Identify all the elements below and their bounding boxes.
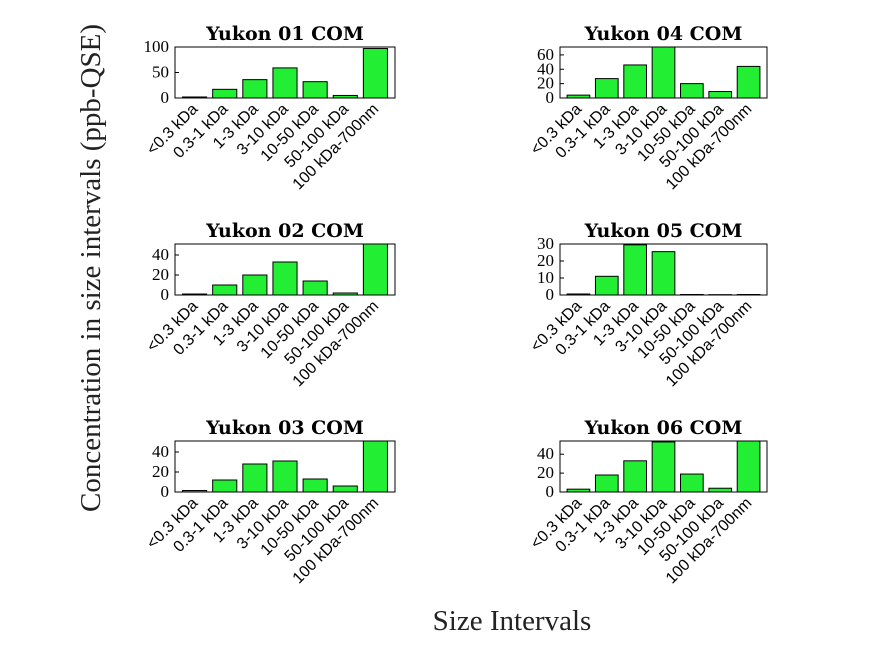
bar: [242, 274, 268, 296]
bar: [212, 284, 238, 296]
y-tick-label: 40: [152, 442, 169, 461]
y-tick-label: 50: [152, 63, 169, 82]
chart-title: Yukon 06 COM: [584, 417, 743, 439]
bar: [651, 251, 676, 296]
bar: [362, 440, 388, 493]
bar: [594, 474, 619, 493]
bar: [302, 478, 328, 493]
y-tick-label: 10: [537, 268, 554, 287]
bar: [302, 280, 328, 296]
bar: [623, 244, 647, 296]
figure-xlabel: Size Intervals: [433, 605, 592, 637]
axes-box: [559, 243, 768, 296]
bar: [680, 473, 704, 493]
bar: [212, 88, 238, 99]
chart-title: Yukon 01 COM: [205, 23, 364, 45]
axes-box: [174, 440, 396, 493]
y-tick-label: 100: [144, 37, 170, 56]
y-tick-label: 0: [161, 482, 170, 501]
bar: [651, 46, 676, 99]
bar: [736, 440, 761, 493]
bar: [362, 48, 388, 99]
y-tick-label: 40: [537, 59, 554, 78]
y-tick-label: 20: [152, 265, 169, 284]
bar: [272, 261, 298, 296]
axes-box: [174, 46, 396, 99]
y-tick-label: 40: [152, 245, 169, 264]
y-tick-label: 20: [537, 74, 554, 93]
y-tick-label: 20: [537, 251, 554, 270]
bar: [708, 487, 733, 493]
chart-title: Yukon 03 COM: [205, 417, 364, 439]
bar: [362, 243, 388, 296]
y-tick-label: 0: [546, 285, 555, 304]
y-tick-label: 0: [546, 482, 555, 501]
bar: [651, 441, 676, 493]
bar: [242, 79, 268, 99]
bar: [594, 275, 619, 296]
axes-box: [174, 243, 396, 296]
bar: [680, 83, 704, 99]
bar: [302, 81, 328, 99]
bar: [212, 479, 238, 493]
bar: [272, 460, 298, 493]
y-tick-label: 60: [537, 45, 554, 64]
chart-title: Yukon 02 COM: [205, 220, 364, 242]
bar: [242, 463, 268, 493]
y-tick-label: 20: [152, 462, 169, 481]
y-tick-label: 0: [161, 88, 170, 107]
y-tick-label: 0: [161, 285, 170, 304]
bar: [708, 91, 733, 99]
axes-box: [559, 440, 768, 493]
bar: [623, 460, 647, 493]
chart-title: Yukon 05 COM: [584, 220, 743, 242]
bar: [623, 64, 647, 99]
bar: [332, 485, 358, 493]
figure-ylabel: Concentration in size intervals (ppb-QSE…: [75, 24, 107, 512]
bar: [736, 65, 761, 99]
bar: [272, 67, 298, 99]
chart-title: Yukon 04 COM: [584, 23, 743, 45]
y-tick-label: 30: [537, 234, 554, 253]
y-tick-label: 40: [537, 444, 554, 463]
bar: [594, 78, 619, 99]
y-tick-label: 20: [537, 463, 554, 482]
axes-box: [559, 46, 768, 99]
y-tick-label: 0: [546, 88, 555, 107]
